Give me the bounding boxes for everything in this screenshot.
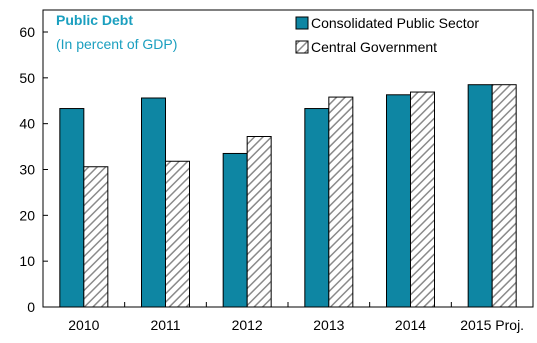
x-tick-label: 2014 — [395, 317, 426, 333]
bar-central-government — [410, 91, 435, 308]
bar-consolidated — [304, 108, 330, 308]
bar-consolidated — [59, 108, 85, 308]
y-tick-label: 10 — [19, 253, 35, 269]
y-axis: 0 10 20 30 40 50 60 — [19, 24, 48, 315]
y-tick-label: 0 — [27, 299, 35, 315]
bar-central-government — [83, 166, 109, 308]
bar-central-government — [491, 84, 517, 308]
bar-consolidated — [467, 84, 493, 308]
plot-area — [42, 9, 534, 308]
x-axis: 2010 2011 2012 2013 2014 2015 Proj. — [68, 302, 524, 333]
x-tick-label: 2012 — [232, 317, 263, 333]
y-tick-label: 20 — [19, 207, 35, 223]
legend-label: Central Government — [311, 39, 437, 55]
legend: Consolidated Public Sector Central Govern… — [295, 15, 479, 55]
x-tick-label: 2010 — [68, 317, 99, 333]
y-tick-label: 50 — [19, 70, 35, 86]
chart-title: Public Debt — [56, 12, 133, 28]
legend-label: Consolidated Public Sector — [311, 15, 479, 31]
bar-consolidated — [386, 94, 411, 308]
y-tick-label: 40 — [19, 116, 35, 132]
legend-swatch — [295, 40, 309, 54]
bar-central-government — [328, 96, 354, 308]
y-tick-label: 60 — [19, 24, 35, 40]
bar-central-government — [246, 136, 272, 308]
bar-consolidated — [222, 152, 248, 308]
chart-subtitle: (In percent of GDP) — [56, 36, 177, 52]
x-tick-label: 2011 — [150, 317, 180, 333]
bar-central-government — [165, 160, 190, 308]
bar-consolidated — [141, 97, 166, 308]
bars — [59, 84, 517, 308]
y-tick-label: 30 — [19, 162, 35, 178]
legend-swatch — [295, 16, 309, 30]
x-tick-label: 2015 Proj. — [460, 317, 524, 333]
x-tick-label: 2013 — [313, 317, 344, 333]
